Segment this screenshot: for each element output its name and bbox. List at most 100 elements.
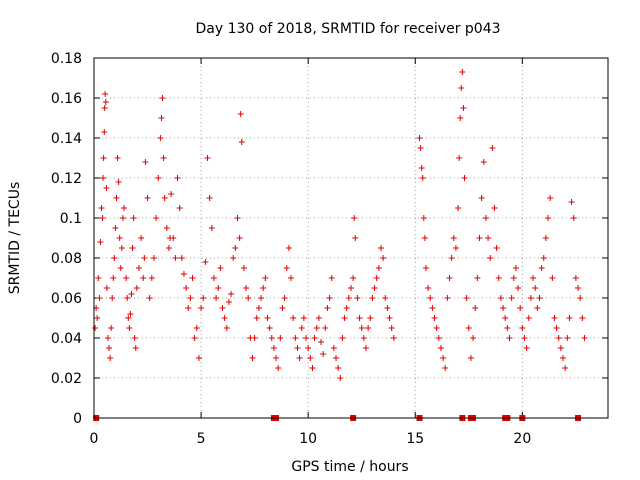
data-point: [431, 315, 438, 321]
data-point: [497, 295, 504, 301]
data-point: [99, 175, 106, 181]
y-tick-label: 0.04: [51, 331, 82, 347]
data-point: [296, 355, 303, 361]
data-point: [202, 259, 209, 265]
data-point: [534, 305, 541, 311]
data-point: [577, 295, 584, 301]
data-point: [427, 295, 434, 301]
data-point: [249, 355, 256, 361]
data-point: [562, 365, 569, 371]
data-point: [564, 335, 571, 341]
data-point: [386, 315, 393, 321]
data-point: [489, 145, 496, 151]
x-tick-label: 15: [406, 431, 424, 447]
data-point: [107, 355, 114, 361]
data-point: [382, 295, 389, 301]
data-point: [158, 115, 165, 121]
data-point: [557, 345, 564, 351]
data-point: [482, 215, 489, 221]
data-point: [230, 255, 237, 261]
data-point: [305, 345, 312, 351]
data-point: [487, 255, 494, 261]
data-point: [433, 325, 440, 331]
data-point: [138, 235, 145, 241]
data-point: [101, 129, 108, 135]
data-point: [470, 335, 477, 341]
data-point: [105, 345, 112, 351]
data-point: [581, 335, 588, 341]
data-point: [365, 325, 372, 331]
data-point: [240, 265, 247, 271]
data-point: [92, 325, 99, 331]
data-point: [131, 335, 138, 341]
data-point: [458, 85, 465, 91]
data-point: [223, 325, 230, 331]
data-point: [183, 285, 190, 291]
data-point: [141, 255, 148, 261]
data-point: [237, 111, 244, 117]
data-point: [320, 351, 327, 357]
data-point: [266, 325, 273, 331]
data-point: [362, 345, 369, 351]
data-point: [114, 155, 121, 161]
data-point: [163, 225, 170, 231]
data-point: [388, 325, 395, 331]
data-point: [172, 255, 179, 261]
data-point: [472, 305, 479, 311]
data-point: [417, 145, 424, 151]
data-point: [530, 275, 537, 281]
data-point: [568, 199, 575, 205]
data-point: [94, 315, 101, 321]
data-point: [176, 205, 183, 211]
data-point: [348, 285, 354, 291]
data-point: [245, 295, 252, 301]
data-point: [144, 195, 151, 201]
data-point: [523, 345, 530, 351]
data-point: [553, 325, 560, 331]
data-point: [300, 315, 307, 321]
data-point: [189, 275, 196, 281]
data-point: [232, 245, 239, 251]
data-point: [253, 315, 260, 321]
data-point: [440, 355, 447, 361]
data-point: [264, 315, 271, 321]
data-point: [446, 275, 453, 281]
data-point: [281, 295, 288, 301]
data-point: [444, 295, 451, 301]
data-point: [442, 365, 449, 371]
x-tick-label: 20: [513, 431, 531, 447]
data-point: [206, 195, 213, 201]
data-point: [369, 295, 376, 301]
y-tick-label: 0.18: [51, 51, 82, 67]
data-point: [238, 139, 245, 145]
data-point: [148, 275, 155, 281]
data-point: [521, 335, 528, 341]
data-point: [555, 335, 562, 341]
data-point: [277, 335, 284, 341]
data-point: [268, 335, 275, 341]
data-point: [119, 215, 126, 221]
data-point: [213, 295, 220, 301]
y-axis-ticks: 0 0.02 0.04 0.06 0.08 0.1 0.12 0.14 0.16 0.18: [51, 51, 608, 427]
data-point: [547, 195, 554, 201]
data-point: [512, 265, 519, 271]
data-point: [103, 285, 110, 291]
data-point: [356, 315, 363, 321]
x-tick-label: 0: [90, 431, 99, 447]
data-point: [111, 255, 118, 261]
data-point: [560, 355, 567, 361]
data-point: [480, 159, 487, 165]
y-tick-label: 0.16: [51, 91, 82, 107]
data-point: [437, 345, 444, 351]
data-point: [109, 295, 116, 301]
data-point: [168, 191, 175, 197]
data-point: [360, 335, 367, 341]
data-point: [157, 135, 164, 141]
data-point: [495, 275, 502, 281]
y-tick-label: 0.14: [51, 131, 82, 147]
data-point: [540, 255, 547, 261]
data-point: [101, 105, 108, 111]
data-point: [502, 315, 509, 321]
data-point: [542, 235, 549, 241]
